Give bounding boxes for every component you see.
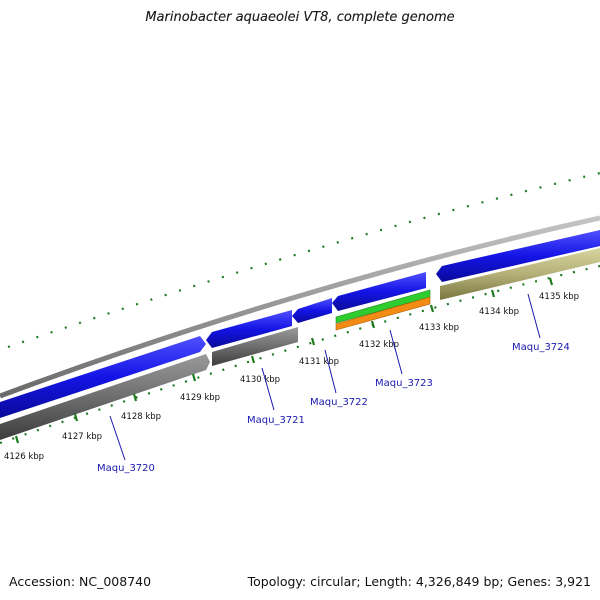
gene-label-maqu-3723[interactable]: Maqu_3723 bbox=[375, 378, 433, 389]
gene-arrow-forward-5[interactable] bbox=[436, 230, 600, 282]
kbp-label: 4131 kbp bbox=[299, 357, 339, 367]
genome-summary: Topology: circular; Length: 4,326,849 bp… bbox=[247, 574, 591, 589]
gene-arrow-reverse-2[interactable] bbox=[212, 327, 298, 366]
gene-labels: Maqu_3720 Maqu_3721 Maqu_3722 Maqu_3723 … bbox=[97, 342, 570, 474]
gene-arrow-maqu-3722[interactable] bbox=[292, 298, 332, 323]
gene-label-maqu-3721[interactable]: Maqu_3721 bbox=[247, 415, 305, 426]
genome-backbone bbox=[0, 215, 600, 399]
major-ticks bbox=[14, 277, 554, 444]
map-title: Marinobacter aquaeolei VT8, complete gen… bbox=[145, 10, 455, 25]
kbp-label: 4135 kbp bbox=[539, 292, 579, 302]
rrna-feature[interactable] bbox=[335, 296, 431, 331]
kbp-label: 4129 kbp bbox=[180, 393, 220, 403]
gene-arrow-maqu-3720[interactable] bbox=[0, 354, 210, 440]
kbp-scale: 4126 kbp 4127 kbp 4128 kbp 4129 kbp 4130… bbox=[4, 292, 579, 462]
forward-strand bbox=[0, 230, 600, 418]
map-title: Marinobacter aquaeolei VT8, complete gen… bbox=[145, 10, 455, 25]
gene-label-maqu-3720[interactable]: Maqu_3720 bbox=[97, 463, 155, 474]
label-leaders bbox=[109, 293, 541, 461]
gene-label-maqu-3722[interactable]: Maqu_3722 bbox=[310, 397, 368, 408]
kbp-label: 4133 kbp bbox=[419, 323, 459, 333]
kbp-label: 4126 kbp bbox=[4, 452, 44, 462]
kbp-label: 4128 kbp bbox=[121, 412, 161, 422]
kbp-label: 4127 kbp bbox=[62, 432, 102, 442]
gene-arrow-maqu-3724[interactable] bbox=[440, 248, 600, 300]
kbp-label: 4130 kbp bbox=[240, 375, 280, 385]
kbp-label: 4132 kbp bbox=[359, 340, 399, 350]
gene-arrow-maqu-3723[interactable] bbox=[332, 272, 426, 311]
reverse-strand bbox=[0, 248, 600, 440]
gene-block-forward-1[interactable] bbox=[0, 336, 206, 418]
accession-text: Accession: NC_008740 bbox=[9, 574, 152, 589]
gene-label-maqu-3724[interactable]: Maqu_3724 bbox=[512, 342, 570, 353]
gene-arrow-maqu-3721[interactable] bbox=[206, 310, 292, 348]
kbp-label: 4134 kbp bbox=[479, 307, 519, 317]
